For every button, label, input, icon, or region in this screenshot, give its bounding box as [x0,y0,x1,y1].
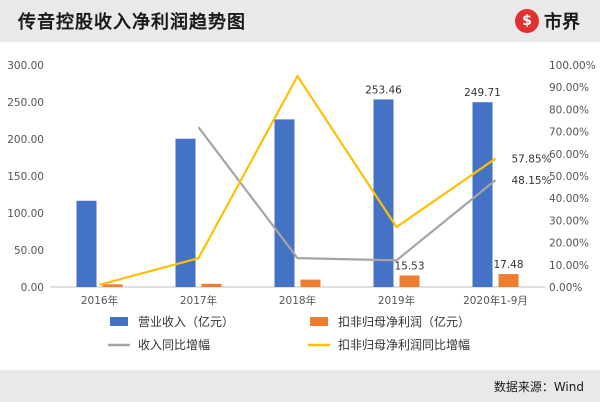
revenue-bar [175,138,196,287]
y2-tick-label: 70.00% [549,127,589,139]
y-tick-label: 0.00 [21,282,44,294]
brand-logo-icon: $ [515,9,539,33]
legend-label: 扣非归母净利润同比增幅 [338,337,470,352]
brand: $ 市界 [515,8,580,34]
y2-tick-label: 90.00% [549,82,589,94]
profit-bar [102,284,123,287]
legend-label: 扣非归母净利润（亿元） [338,314,470,329]
chart-footer: 数据来源：Wind [0,370,600,402]
data-label: 253.46 [365,84,402,96]
data-label: 17.48 [493,259,523,271]
data-label: 249.71 [464,87,501,99]
y2-tick-label: 80.00% [549,104,589,116]
profit-bar [201,283,222,287]
data-source: 数据来源：Wind [493,380,584,394]
revenue-bar [472,102,493,287]
legend-label: 收入同比增幅 [138,337,210,352]
x-tick-label: 2020年1-9月 [463,294,528,307]
revenue-bar [76,200,97,287]
profit-bar [498,274,519,287]
revenue-bar [274,119,295,287]
chart-title: 传音控股收入净利润趋势图 [18,12,246,33]
y-tick-label: 300.00 [7,60,44,72]
y2-tick-label: 50.00% [549,171,589,183]
data-label: 48.15% [512,175,552,187]
revenue-bar [373,99,394,287]
y2-tick-label: 30.00% [549,215,589,227]
y2-tick-label: 100.00% [549,60,596,72]
chart-header: 传音控股收入净利润趋势图 $ 市界 [0,0,600,42]
y2-tick-label: 40.00% [549,193,589,205]
profit-bar [300,279,321,287]
y-tick-label: 100.00 [7,208,44,220]
y2-tick-label: 20.00% [549,238,589,250]
y2-tick-label: 10.00% [549,260,589,272]
y-tick-label: 50.00 [14,245,44,257]
y-tick-label: 150.00 [7,171,44,183]
legend-label: 营业收入（亿元） [138,314,234,329]
y-tick-label: 200.00 [7,134,44,146]
legend-swatch [310,317,328,326]
y2-tick-label: 0.00% [549,282,582,294]
legend-swatch [110,317,128,326]
x-tick-label: 2019年 [378,294,415,307]
chart: 0.00 50.00 100.00 150.00 200.00 250.00 300.00 0… [7,60,596,352]
revenue-growth-line [197,126,497,262]
x-tick-label: 2018年 [279,294,316,307]
data-label: 15.53 [394,261,424,273]
profit-bar [399,275,420,287]
brand-name: 市界 [544,12,580,33]
x-tick-label: 2016年 [81,294,118,307]
y2-tick-label: 60.00% [549,149,589,161]
y-tick-label: 250.00 [7,97,44,109]
profit-growth-line [99,73,497,286]
data-label: 57.85% [512,154,552,166]
x-tick-label: 2017年 [180,294,217,307]
